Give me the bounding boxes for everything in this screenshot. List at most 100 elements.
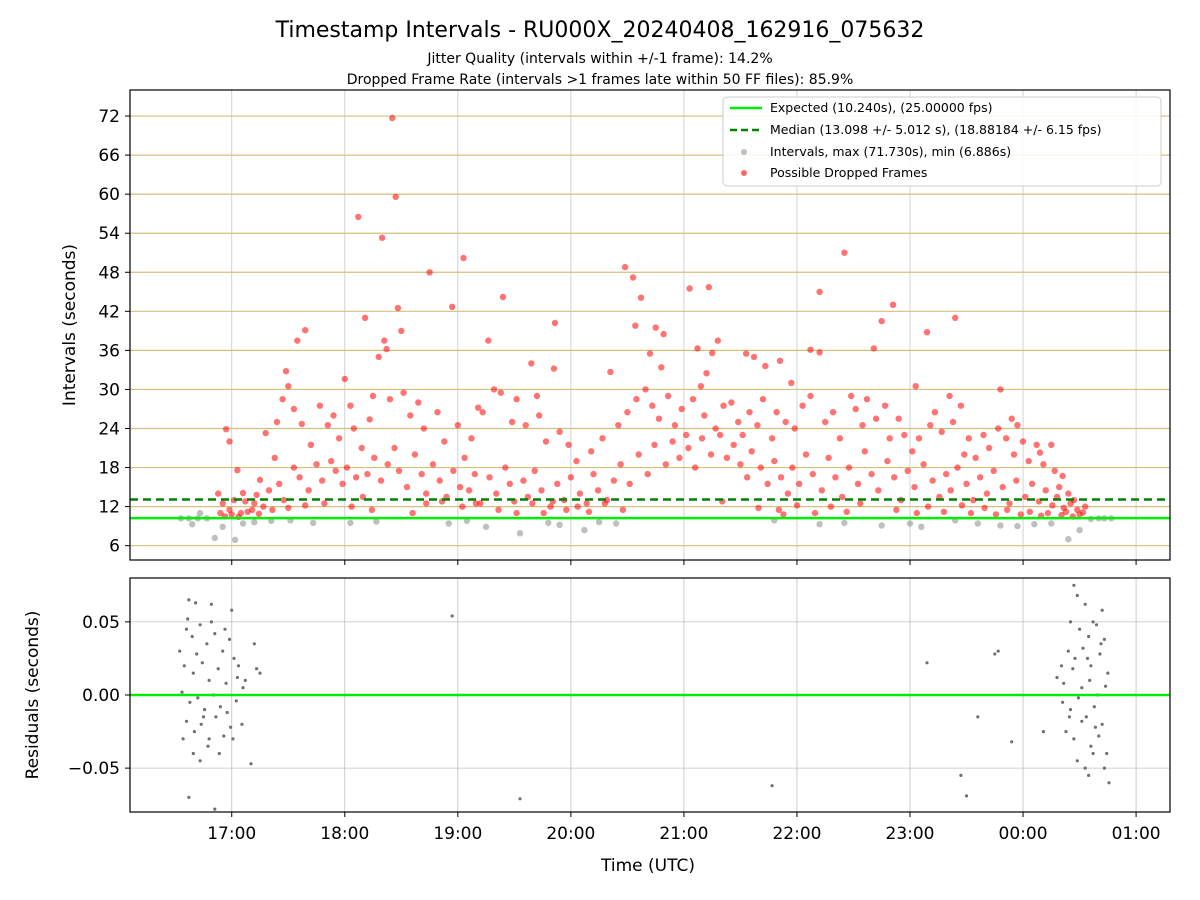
dropped-frame-point xyxy=(841,249,848,256)
dropped-frame-point xyxy=(468,435,475,442)
dropped-frame-point xyxy=(697,383,705,390)
dropped-frame-point xyxy=(520,477,527,484)
interval-point xyxy=(595,519,603,526)
interval-point xyxy=(189,521,196,528)
dropped-frame-point xyxy=(610,477,617,484)
top-y-tick-label: 24 xyxy=(98,420,120,440)
residual-point xyxy=(205,642,209,646)
dropped-frame-point xyxy=(728,399,735,406)
dropped-frame-point xyxy=(1058,511,1065,519)
dropped-frame-point xyxy=(739,431,746,439)
bottom-points xyxy=(178,583,1111,811)
dropped-frame-point xyxy=(540,509,547,517)
dropped-frame-point xyxy=(901,431,908,439)
dropped-frame-point xyxy=(563,506,570,514)
dropped-frame-point xyxy=(619,506,627,514)
dropped-frame-point xyxy=(857,500,864,507)
residual-point xyxy=(1102,766,1106,770)
dropped-frame-point xyxy=(746,409,753,416)
residual-point xyxy=(230,608,234,612)
residual-point xyxy=(207,737,211,741)
top-y-tick-label: 30 xyxy=(98,380,120,400)
dropped-frame-point xyxy=(279,396,286,403)
dropped-frame-point xyxy=(255,510,263,517)
dropped-frame-point xyxy=(635,451,642,458)
dropped-frame-point xyxy=(1025,457,1032,465)
dropped-frame-point xyxy=(911,483,918,491)
residual-point xyxy=(1085,656,1090,661)
dropped-frame-point xyxy=(985,444,993,452)
dropped-frame-point xyxy=(1036,449,1044,456)
dropped-frame-point xyxy=(375,353,382,361)
residual-point xyxy=(1055,675,1059,680)
dropped-frame-point xyxy=(347,402,354,409)
dropped-frame-point xyxy=(599,435,606,442)
residual-point xyxy=(996,649,1000,653)
legend-expected-label: Expected (10.240s), (25.00000 fps) xyxy=(770,100,992,115)
dropped-frame-point xyxy=(567,474,575,481)
dropped-frame-point xyxy=(420,425,428,432)
bottom-y-axis-label: Residuals (seconds) xyxy=(23,611,43,780)
x-tick-label: 20:00 xyxy=(546,824,595,844)
top-y-axis: 6 12 18 24 30 36 42 48 54 60 66 72 xyxy=(98,107,1137,565)
residual-point xyxy=(1106,671,1110,675)
dropped-frame-point xyxy=(415,399,422,406)
residual-point xyxy=(1059,664,1064,668)
interval-point xyxy=(841,519,848,527)
x-tick-label: 01:00 xyxy=(1112,824,1161,844)
residual-point xyxy=(1072,583,1076,587)
dropped-frame-point xyxy=(707,451,715,458)
dropped-frame-point xyxy=(1008,415,1015,422)
dropped-frame-point xyxy=(1040,461,1047,468)
dropped-frame-point xyxy=(542,438,550,445)
dropped-frame-point xyxy=(825,454,832,461)
dropped-frame-point xyxy=(341,375,348,383)
dropped-frame-point xyxy=(490,386,498,393)
residual-point xyxy=(1094,623,1099,627)
dropped-frame-point xyxy=(485,337,492,344)
dropped-frame-point xyxy=(1022,493,1029,501)
dropped-frame-point xyxy=(777,474,785,481)
dropped-frame-point xyxy=(384,461,391,468)
x-tick-label: 21:00 xyxy=(659,824,708,844)
dropped-frame-point xyxy=(915,435,923,442)
residual-point xyxy=(231,737,235,741)
dropped-frame-point xyxy=(1033,441,1040,448)
dropped-frame-point xyxy=(927,422,934,429)
dropped-frame-point xyxy=(870,345,877,352)
residual-point xyxy=(1083,766,1087,770)
interval-point xyxy=(556,521,563,528)
dropped-frame-point xyxy=(251,500,258,507)
dropped-frame-point xyxy=(479,409,486,416)
dropped-frame-point xyxy=(809,470,816,478)
dropped-frame-point xyxy=(744,474,751,481)
x-tick-label: 18:00 xyxy=(320,824,369,844)
dropped-frame-point xyxy=(290,405,298,413)
dropped-frame-point xyxy=(1059,472,1066,480)
dropped-frame-point xyxy=(793,502,801,509)
residual-point xyxy=(450,614,454,618)
dropped-frame-point xyxy=(836,435,844,442)
dropped-frame-point xyxy=(269,506,276,514)
dropped-frame-point xyxy=(827,503,835,510)
top-plot-frame xyxy=(129,89,1171,561)
dropped-frame-point xyxy=(829,409,837,416)
dropped-frame-point xyxy=(822,418,829,426)
chart-subtitle-dropped: Dropped Frame Rate (intervals >1 frames … xyxy=(347,72,854,88)
dropped-frame-point xyxy=(409,509,416,517)
dropped-frame-point xyxy=(324,422,331,429)
top-y-tick-label: 6 xyxy=(109,537,120,557)
residual-point xyxy=(1064,730,1068,734)
dropped-frame-point xyxy=(839,493,846,501)
dropped-frame-point xyxy=(970,496,977,504)
dropped-frame-point xyxy=(282,368,290,375)
dropped-frame-point xyxy=(637,294,645,301)
residual-point xyxy=(1080,719,1084,723)
dropped-frame-point xyxy=(450,467,457,474)
dropped-frame-point xyxy=(1067,500,1074,507)
top-y-tick-label: 12 xyxy=(98,498,120,518)
residual-point xyxy=(1062,681,1066,685)
dropped-frame-point xyxy=(762,362,769,370)
dropped-frame-point xyxy=(383,345,390,353)
dropped-frame-point xyxy=(574,503,581,510)
